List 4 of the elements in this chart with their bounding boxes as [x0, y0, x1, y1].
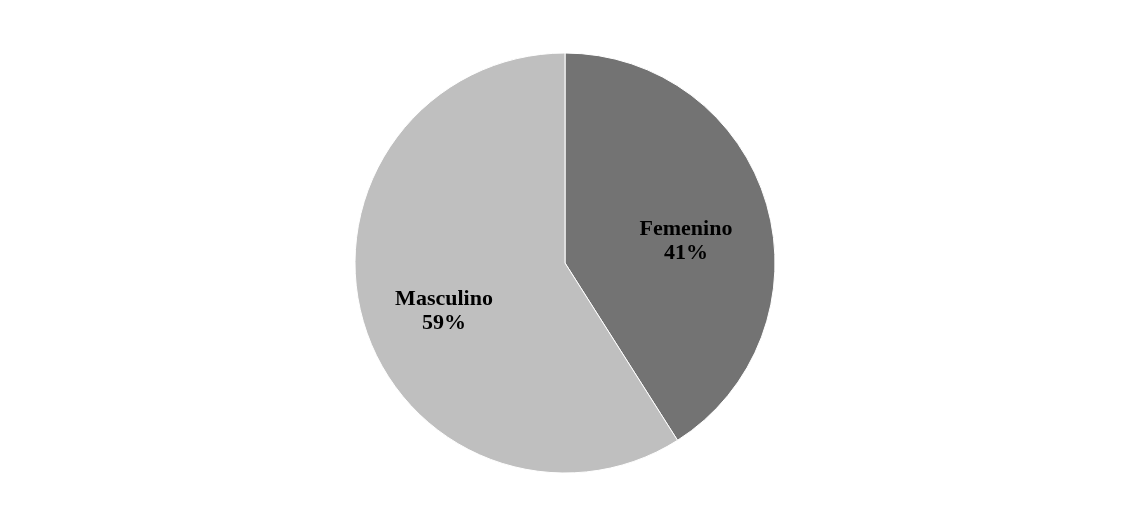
slice-label: Femenino: [639, 214, 733, 240]
slice-label: Masculino: [395, 285, 493, 311]
data-label: 59%: [422, 309, 466, 335]
data-label: 41%: [664, 238, 708, 264]
